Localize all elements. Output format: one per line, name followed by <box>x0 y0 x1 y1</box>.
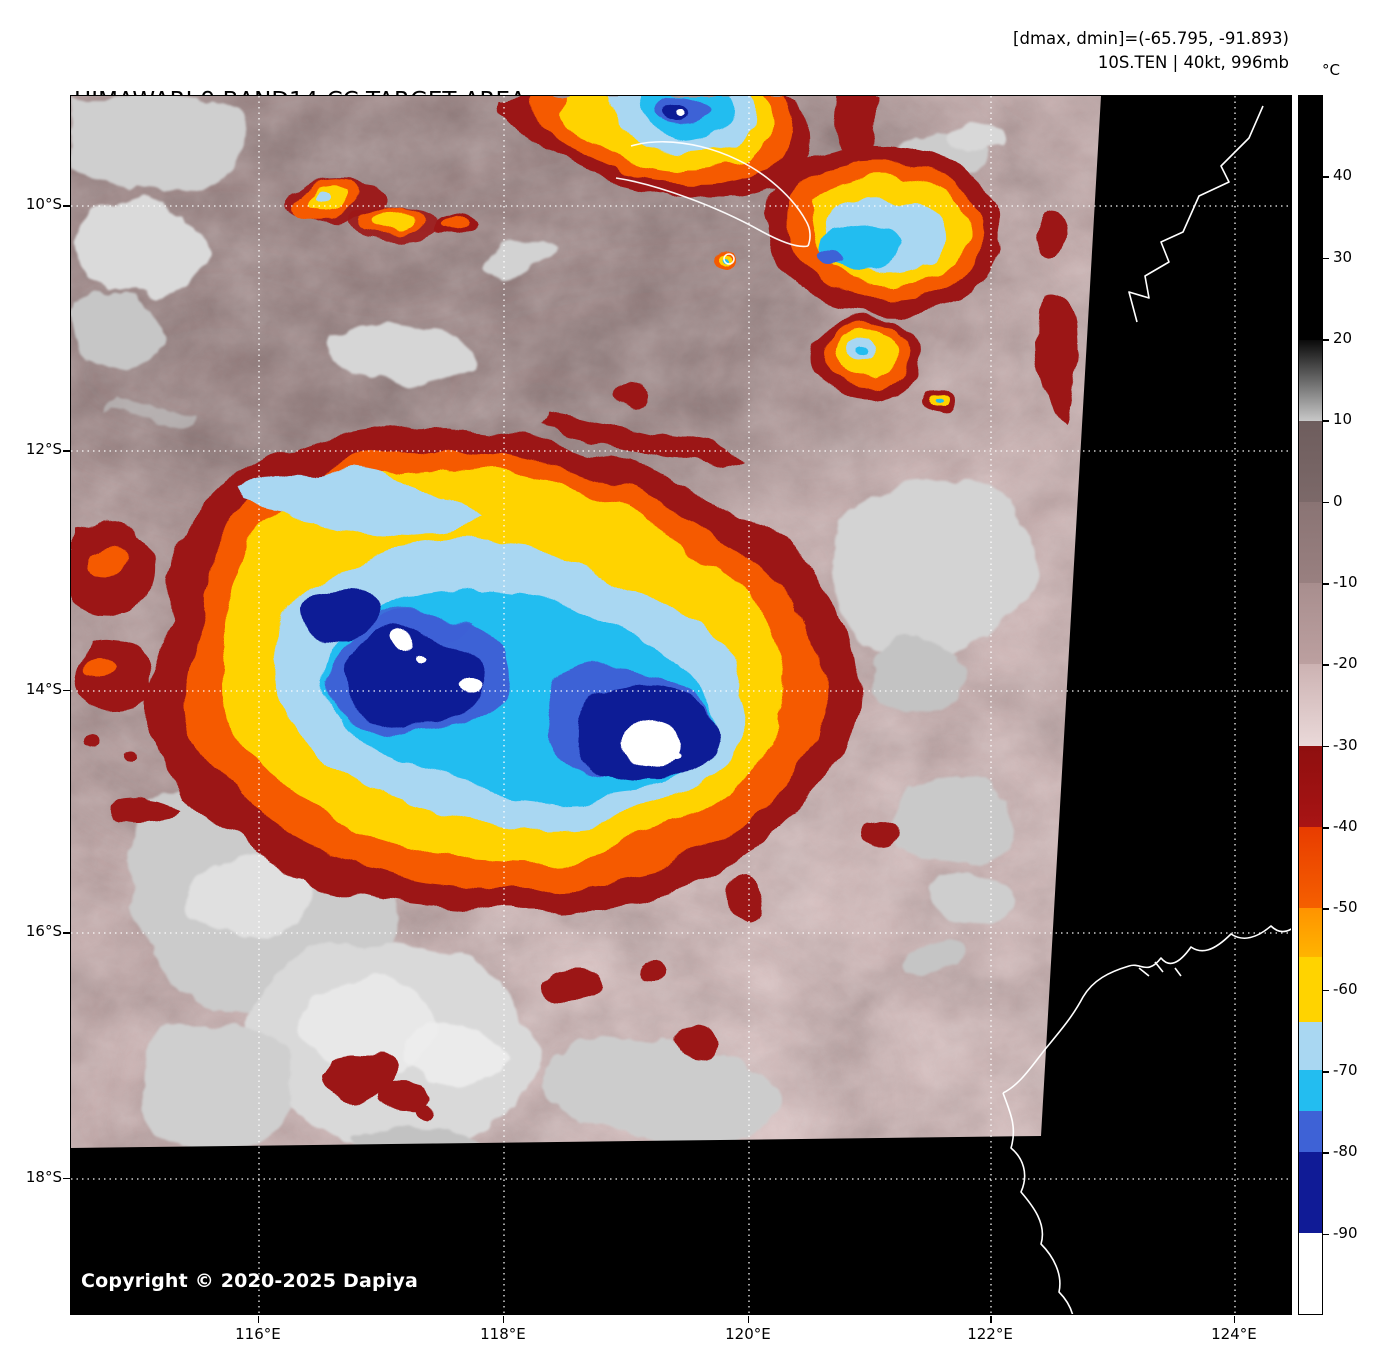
colorbar-tick <box>1323 583 1329 585</box>
colorbar-tick <box>1323 745 1329 748</box>
colorbar-segment <box>1299 1232 1322 1314</box>
cyclone-system <box>151 425 855 914</box>
colorbar-segment <box>1299 826 1322 909</box>
colorbar-tick-label: -90 <box>1333 1223 1358 1242</box>
colorbar-segment <box>1299 1111 1322 1153</box>
colorbar-tick-label: 40 <box>1333 166 1353 185</box>
colorbar-tick <box>1323 176 1329 178</box>
colorbar-tick <box>1323 339 1329 341</box>
x-axis-label: 122°E <box>967 1325 1013 1343</box>
colorbar-unit-label: °C <box>1322 61 1340 79</box>
colorbar-tick <box>1323 420 1329 422</box>
colorbar-segment <box>1299 1021 1322 1071</box>
x-axis-label: 118°E <box>480 1325 526 1343</box>
colorbar-tick-label: -30 <box>1333 735 1358 754</box>
x-axis-tick <box>990 1316 992 1323</box>
colorbar-tick <box>1323 908 1329 910</box>
dmax-dmin-readout: [dmax, dmin]=(-65.795, -91.893) <box>1013 29 1289 48</box>
colorbar-tick-label: 0 <box>1333 491 1343 510</box>
y-axis-label: 10°S <box>25 195 62 214</box>
storm-id-intensity: 10S.TEN | 40kt, 996mb <box>1097 52 1289 72</box>
colorbar-tick <box>1323 501 1329 504</box>
colorbar-tick-label: -50 <box>1333 898 1358 917</box>
x-axis-tick <box>1233 1316 1236 1323</box>
colorbar-tick-label: -20 <box>1333 654 1358 673</box>
north-convection-systems <box>282 96 1003 415</box>
grid-lines <box>71 96 1291 1314</box>
colorbar-segments <box>1299 96 1322 1314</box>
colorbar-segment <box>1299 1070 1322 1112</box>
x-axis-tick <box>502 1316 505 1323</box>
colorbar-tick-label: 10 <box>1333 410 1353 429</box>
x-axis-tick <box>747 1316 750 1323</box>
info-block: [dmax, dmin]=(-65.795, -91.893) 10S.TEN … <box>1013 27 1289 75</box>
colorbar-tick <box>1323 664 1329 666</box>
colorbar-tick-label: -60 <box>1333 979 1358 998</box>
satellite-map: Copyright © 2020-2025 Dapiya <box>70 95 1292 1315</box>
y-axis-label: 16°S <box>25 922 62 941</box>
colorbar-segment <box>1299 502 1322 584</box>
colorbar-tick <box>1323 1233 1329 1236</box>
x-axis-label: 124°E <box>1211 1325 1257 1343</box>
y-axis-tick <box>63 932 70 934</box>
y-axis-label: 14°S <box>25 679 62 698</box>
colorbar-segment <box>1299 583 1322 665</box>
copyright-notice: Copyright © 2020-2025 Dapiya <box>81 1270 419 1292</box>
colorbar-tick-label: 20 <box>1333 329 1353 347</box>
colorbar-tick-label: -80 <box>1333 1142 1358 1161</box>
colorbar-segment <box>1299 956 1322 1023</box>
colorbar-tick <box>1323 827 1329 829</box>
no-data-mask <box>71 96 1291 1314</box>
colorbar-segment <box>1299 96 1322 341</box>
cyclone-coldest-spot <box>388 633 414 651</box>
coastline-timor <box>615 140 811 265</box>
satellite-map-canvas <box>71 96 1291 1314</box>
colorbar-tick-label: -10 <box>1333 573 1358 591</box>
x-axis-tick <box>257 1316 260 1323</box>
colorbar <box>1298 95 1323 1315</box>
colorbar-tick-label: -40 <box>1333 817 1358 835</box>
colorbar-tick <box>1323 989 1329 992</box>
y-axis-label: 12°S <box>25 440 62 459</box>
colorbar-tick-label: 30 <box>1333 247 1353 266</box>
colorbar-tick <box>1323 1152 1329 1154</box>
colorbar-segment <box>1299 339 1322 422</box>
y-axis-label: 18°S <box>25 1167 62 1186</box>
colorbar-tick <box>1323 1071 1329 1073</box>
colorbar-segment <box>1299 1151 1322 1234</box>
y-axis-tick <box>63 450 70 452</box>
colorbar-segment <box>1299 908 1322 958</box>
coastline-australia <box>1002 105 1291 1314</box>
x-axis-label: 116°E <box>235 1325 281 1343</box>
y-axis-tick <box>63 1177 70 1180</box>
cyclone-core-navy-west <box>342 629 482 730</box>
y-axis-tick <box>63 205 70 207</box>
colorbar-tick <box>1323 257 1329 260</box>
x-axis-label: 120°E <box>725 1325 771 1343</box>
colorbar-segment <box>1299 664 1322 747</box>
colorbar-segment <box>1299 420 1322 503</box>
colorbar-segment <box>1299 745 1322 828</box>
y-axis-tick <box>63 689 70 692</box>
colorbar-tick-label: -70 <box>1333 1061 1358 1079</box>
left-edge-warm-accents <box>87 545 131 680</box>
